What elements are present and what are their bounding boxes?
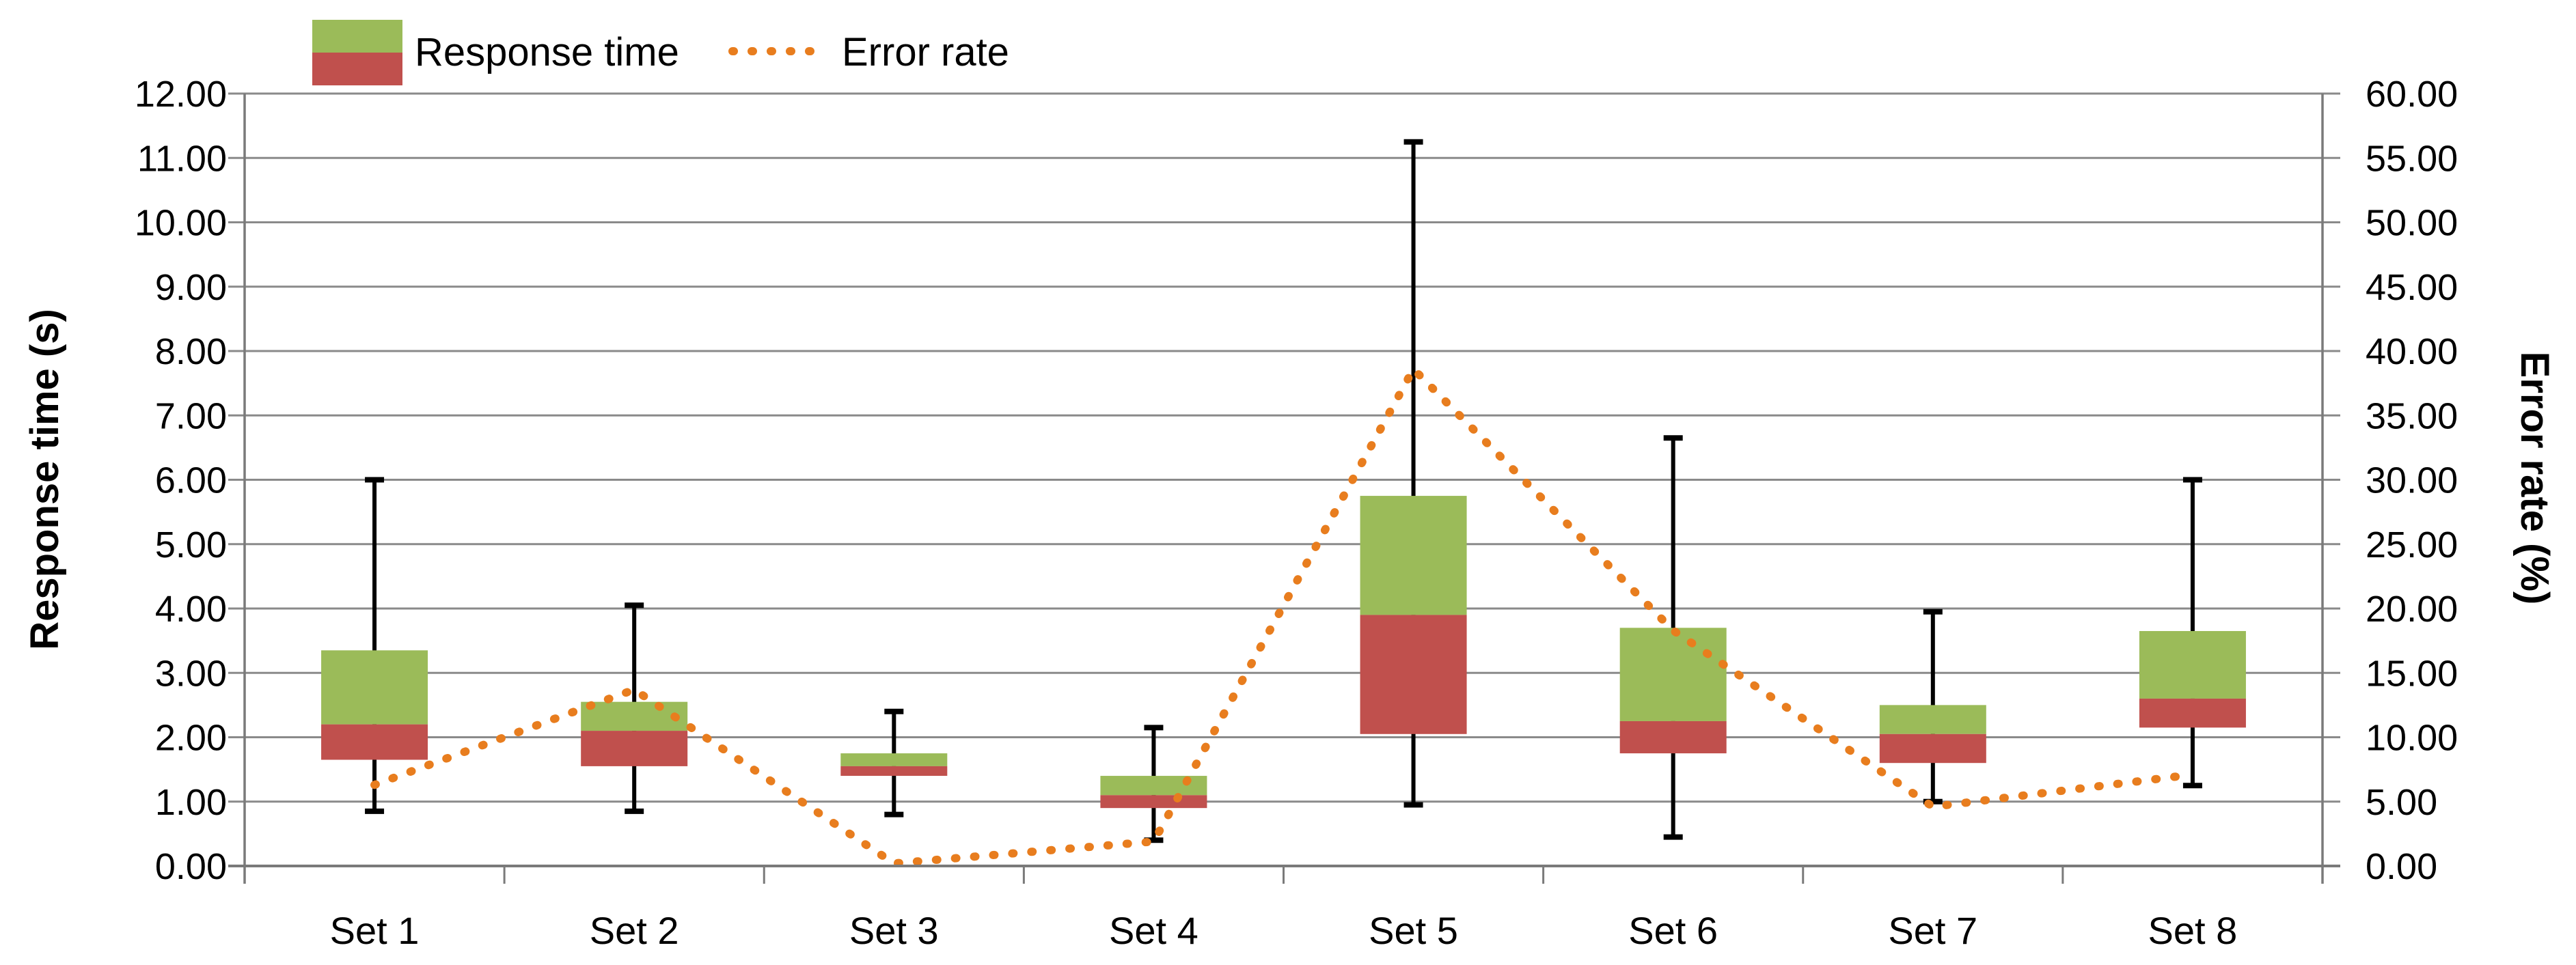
box-lower-segment bbox=[2139, 698, 2246, 728]
category-label: Set 2 bbox=[590, 909, 679, 952]
box-lower-segment bbox=[321, 724, 428, 760]
right-axis-title: Error rate (%) bbox=[2512, 352, 2557, 605]
category-label: Set 8 bbox=[2148, 909, 2238, 952]
right-axis-tick-label: 60.00 bbox=[2366, 74, 2458, 115]
right-axis-tick-label: 35.00 bbox=[2366, 395, 2458, 436]
left-axis-tick-label: 11.00 bbox=[137, 138, 227, 179]
category-label: Set 3 bbox=[849, 909, 939, 952]
left-axis-tick-label: 2.00 bbox=[155, 718, 227, 759]
box-upper-segment bbox=[2139, 630, 2246, 699]
box-upper-segment bbox=[1360, 496, 1467, 615]
box-upper-segment bbox=[321, 650, 428, 725]
right-axis-tick-label: 50.00 bbox=[2366, 203, 2458, 244]
box-lower-segment bbox=[581, 731, 688, 766]
error-rate-line-series bbox=[370, 365, 2197, 868]
category-label: Set 4 bbox=[1109, 909, 1198, 952]
left-axis-tick-label: 5.00 bbox=[155, 525, 227, 565]
category-label: Set 7 bbox=[1888, 909, 1977, 952]
left-axis-tick-label: 12.00 bbox=[135, 74, 227, 115]
right-axis-tick-label: 0.00 bbox=[2366, 846, 2437, 887]
category-label: Set 1 bbox=[330, 909, 420, 952]
left-axis-tick-label: 1.00 bbox=[155, 782, 227, 823]
left-axis-tick-label: 10.00 bbox=[135, 203, 227, 244]
right-axis-tick-label: 40.00 bbox=[2366, 331, 2458, 372]
left-axis-title: Response time (s) bbox=[23, 309, 67, 650]
right-axis-tick-label: 10.00 bbox=[2366, 718, 2458, 759]
legend: Response time Error rate bbox=[312, 20, 1009, 85]
legend-label-response-time: Response time bbox=[415, 30, 679, 74]
box-upper-segment bbox=[1879, 705, 1986, 734]
category-label: Set 6 bbox=[1628, 909, 1718, 952]
right-axis-tick-label: 20.00 bbox=[2366, 589, 2458, 630]
box-upper-segment bbox=[581, 701, 688, 731]
category-label: Set 5 bbox=[1369, 909, 1458, 952]
right-axis-tick-label: 15.00 bbox=[2366, 653, 2458, 694]
category-labels-layer: Set 1 Set 2 Set 3 Set 4 Set 5 Set 6 Set 7 Set 8 bbox=[330, 909, 2238, 952]
box-lower-segment bbox=[1619, 721, 1727, 754]
axes-layer bbox=[228, 94, 2340, 884]
box-lower-segment bbox=[1879, 733, 1986, 764]
left-axis-tick-label: 3.00 bbox=[155, 653, 227, 694]
response-time-swatch-upper-icon bbox=[312, 20, 402, 53]
right-axis-tick-label: 45.00 bbox=[2366, 267, 2458, 308]
left-axis-tick-label: 9.00 bbox=[155, 267, 227, 308]
response-time-box-series bbox=[321, 496, 2246, 809]
box-upper-segment bbox=[840, 753, 948, 766]
box-upper-segment bbox=[1619, 628, 1727, 721]
left-axis-tick-label: 8.00 bbox=[155, 331, 227, 372]
right-axis-tick-label: 55.00 bbox=[2366, 138, 2458, 179]
box-lower-segment bbox=[1100, 795, 1207, 809]
tick-labels-layer: 12.00 11.00 10.00 9.00 8.00 7.00 6.00 5.00 4.00 3… bbox=[135, 74, 2458, 887]
left-axis-tick-label: 4.00 bbox=[155, 589, 227, 630]
error-rate-polyline bbox=[370, 365, 2197, 868]
response-time-swatch-lower-icon bbox=[312, 53, 402, 85]
box-lower-segment bbox=[1360, 615, 1467, 734]
gridlines bbox=[228, 92, 2340, 867]
left-axis-tick-label: 7.00 bbox=[155, 395, 227, 436]
left-axis-tick-label: 0.00 bbox=[155, 846, 227, 887]
box-lower-segment bbox=[840, 766, 948, 777]
legend-label-error-rate: Error rate bbox=[842, 30, 1009, 74]
legend-item-response-time: Response time bbox=[312, 20, 679, 85]
left-axis-tick-label: 6.00 bbox=[155, 460, 227, 501]
legend-item-error-rate: Error rate bbox=[728, 30, 1009, 74]
right-axis-tick-label: 30.00 bbox=[2366, 460, 2458, 501]
right-axis-tick-label: 25.00 bbox=[2366, 525, 2458, 565]
right-axis-tick-label: 5.00 bbox=[2366, 782, 2437, 823]
